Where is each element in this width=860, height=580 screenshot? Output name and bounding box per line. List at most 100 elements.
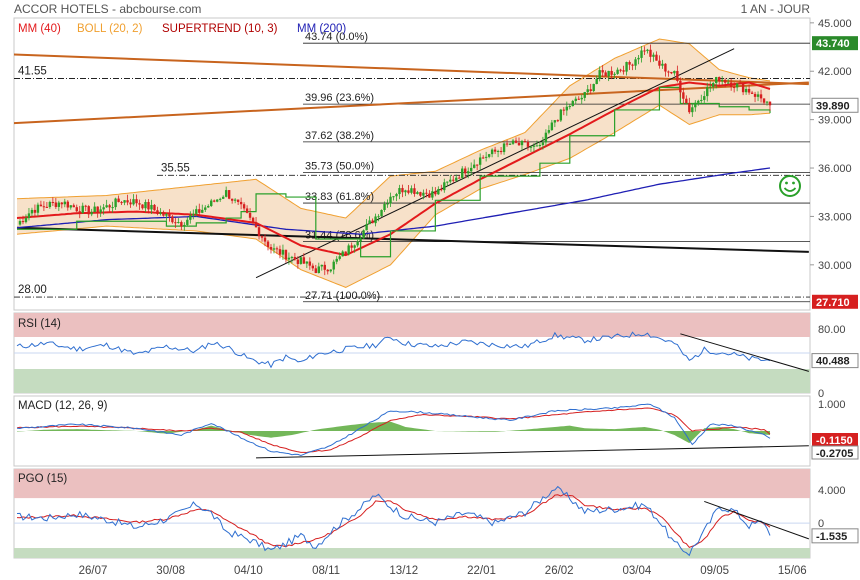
candle-body: [556, 120, 560, 122]
candle-body: [383, 203, 386, 210]
candle-body: [192, 213, 195, 216]
candle-body: [715, 77, 718, 84]
reference-label: 35.55: [161, 162, 190, 174]
candle-body: [428, 193, 431, 198]
legend-supertrend: SUPERTREND (10, 3): [162, 23, 278, 35]
rsi-oversold-zone: [14, 369, 810, 393]
candle-body: [144, 202, 147, 209]
price-badge-label: 43.740: [816, 38, 850, 50]
x-axis-tick-label: 08/11: [312, 565, 340, 577]
fibonacci-label: 39.96 (23.6%): [305, 92, 374, 104]
reference-label: 28.00: [18, 284, 47, 296]
pgo-badge: [811, 528, 859, 544]
candle-body: [622, 70, 625, 72]
candle-body: [180, 222, 183, 227]
candle-body: [174, 222, 177, 224]
candle-body: [138, 203, 141, 205]
candle-body: [741, 83, 745, 93]
candle-body: [496, 150, 500, 152]
candle-body: [269, 247, 273, 250]
candle-body: [458, 177, 461, 179]
candle-body: [753, 93, 757, 97]
candle-body: [514, 140, 518, 143]
candle-body: [227, 190, 231, 199]
candle-body: [410, 188, 413, 193]
candle-body: [481, 157, 485, 159]
price-badge-label: 39.890: [816, 100, 850, 112]
candle-body: [598, 70, 601, 79]
candle-body: [765, 101, 769, 103]
candle-body: [204, 207, 207, 210]
candle-body: [218, 198, 222, 200]
x-axis-tick-label: 15/06: [778, 565, 807, 577]
candle-body: [216, 199, 219, 202]
candle-body: [676, 70, 679, 81]
candle-body: [520, 140, 524, 146]
candle-body: [42, 206, 46, 208]
candle-body: [720, 79, 724, 82]
candle-body: [703, 96, 706, 100]
rsi-axis-tick-label: 0: [818, 388, 824, 400]
candle-body: [377, 216, 380, 218]
candle-body: [305, 261, 309, 264]
candle-body: [96, 206, 99, 213]
candle-body: [469, 167, 473, 172]
candle-body: [293, 256, 297, 260]
candle-body: [374, 216, 377, 224]
candle-body: [568, 106, 571, 108]
candle-body: [574, 98, 577, 101]
candle-body: [60, 202, 64, 205]
candle-body: [508, 143, 512, 145]
candle-body: [72, 205, 75, 208]
bollinger-upper-line: [16, 38, 771, 219]
candle-body: [347, 245, 350, 255]
candle-body: [461, 168, 464, 178]
price-axis: 45.000 42.000 39.000 36.000 33.000 30.000 43.7…: [810, 18, 859, 309]
candle-body: [443, 182, 446, 191]
candle-body: [260, 236, 264, 238]
candle-body: [27, 213, 31, 219]
price-axis-tick-label: 42.000: [818, 66, 852, 78]
candle-body: [547, 130, 551, 133]
price-legend: MM (40) BOLL (20, 2) SUPERTREND (10, 3) …: [18, 23, 346, 35]
candle-body: [287, 257, 291, 260]
rsi-title: RSI (14): [18, 318, 61, 330]
candle-body: [21, 221, 25, 223]
candle-body: [643, 50, 646, 52]
candle-body: [332, 261, 335, 270]
candle-body: [48, 201, 52, 208]
candle-body: [649, 49, 652, 57]
x-axis-tick-label: 26/07: [79, 565, 108, 577]
candle-body: [45, 206, 49, 208]
fibonacci-label: 33.83 (61.8%): [305, 191, 374, 203]
candle-body: [168, 214, 171, 217]
candle-body: [688, 102, 691, 113]
candle-body: [69, 205, 72, 208]
candle-body: [24, 218, 28, 223]
candle-body: [210, 200, 213, 207]
candle-body: [338, 256, 341, 259]
candle-body: [150, 204, 153, 210]
candle-body: [99, 209, 102, 213]
price-badge-label: 27.710: [816, 297, 850, 309]
trendline-black-down: [16, 226, 809, 253]
candle-body: [33, 209, 37, 213]
candle-body: [685, 98, 688, 103]
macd-plot-layer: [16, 403, 809, 459]
candle-body: [750, 92, 754, 94]
candle-body: [484, 156, 488, 158]
candle-body: [455, 177, 458, 181]
pgo-badge-label: -1.535: [816, 531, 847, 543]
candle-body: [108, 205, 111, 208]
candle-body: [129, 202, 132, 205]
candle-body: [341, 251, 344, 257]
candle-body: [126, 200, 129, 203]
candle-body: [39, 204, 43, 207]
candle-body: [592, 84, 595, 92]
candle-body: [401, 188, 404, 193]
candle-body: [221, 196, 225, 199]
candle-body: [646, 49, 649, 52]
candle-body: [326, 269, 329, 272]
candle-body: [368, 220, 371, 225]
